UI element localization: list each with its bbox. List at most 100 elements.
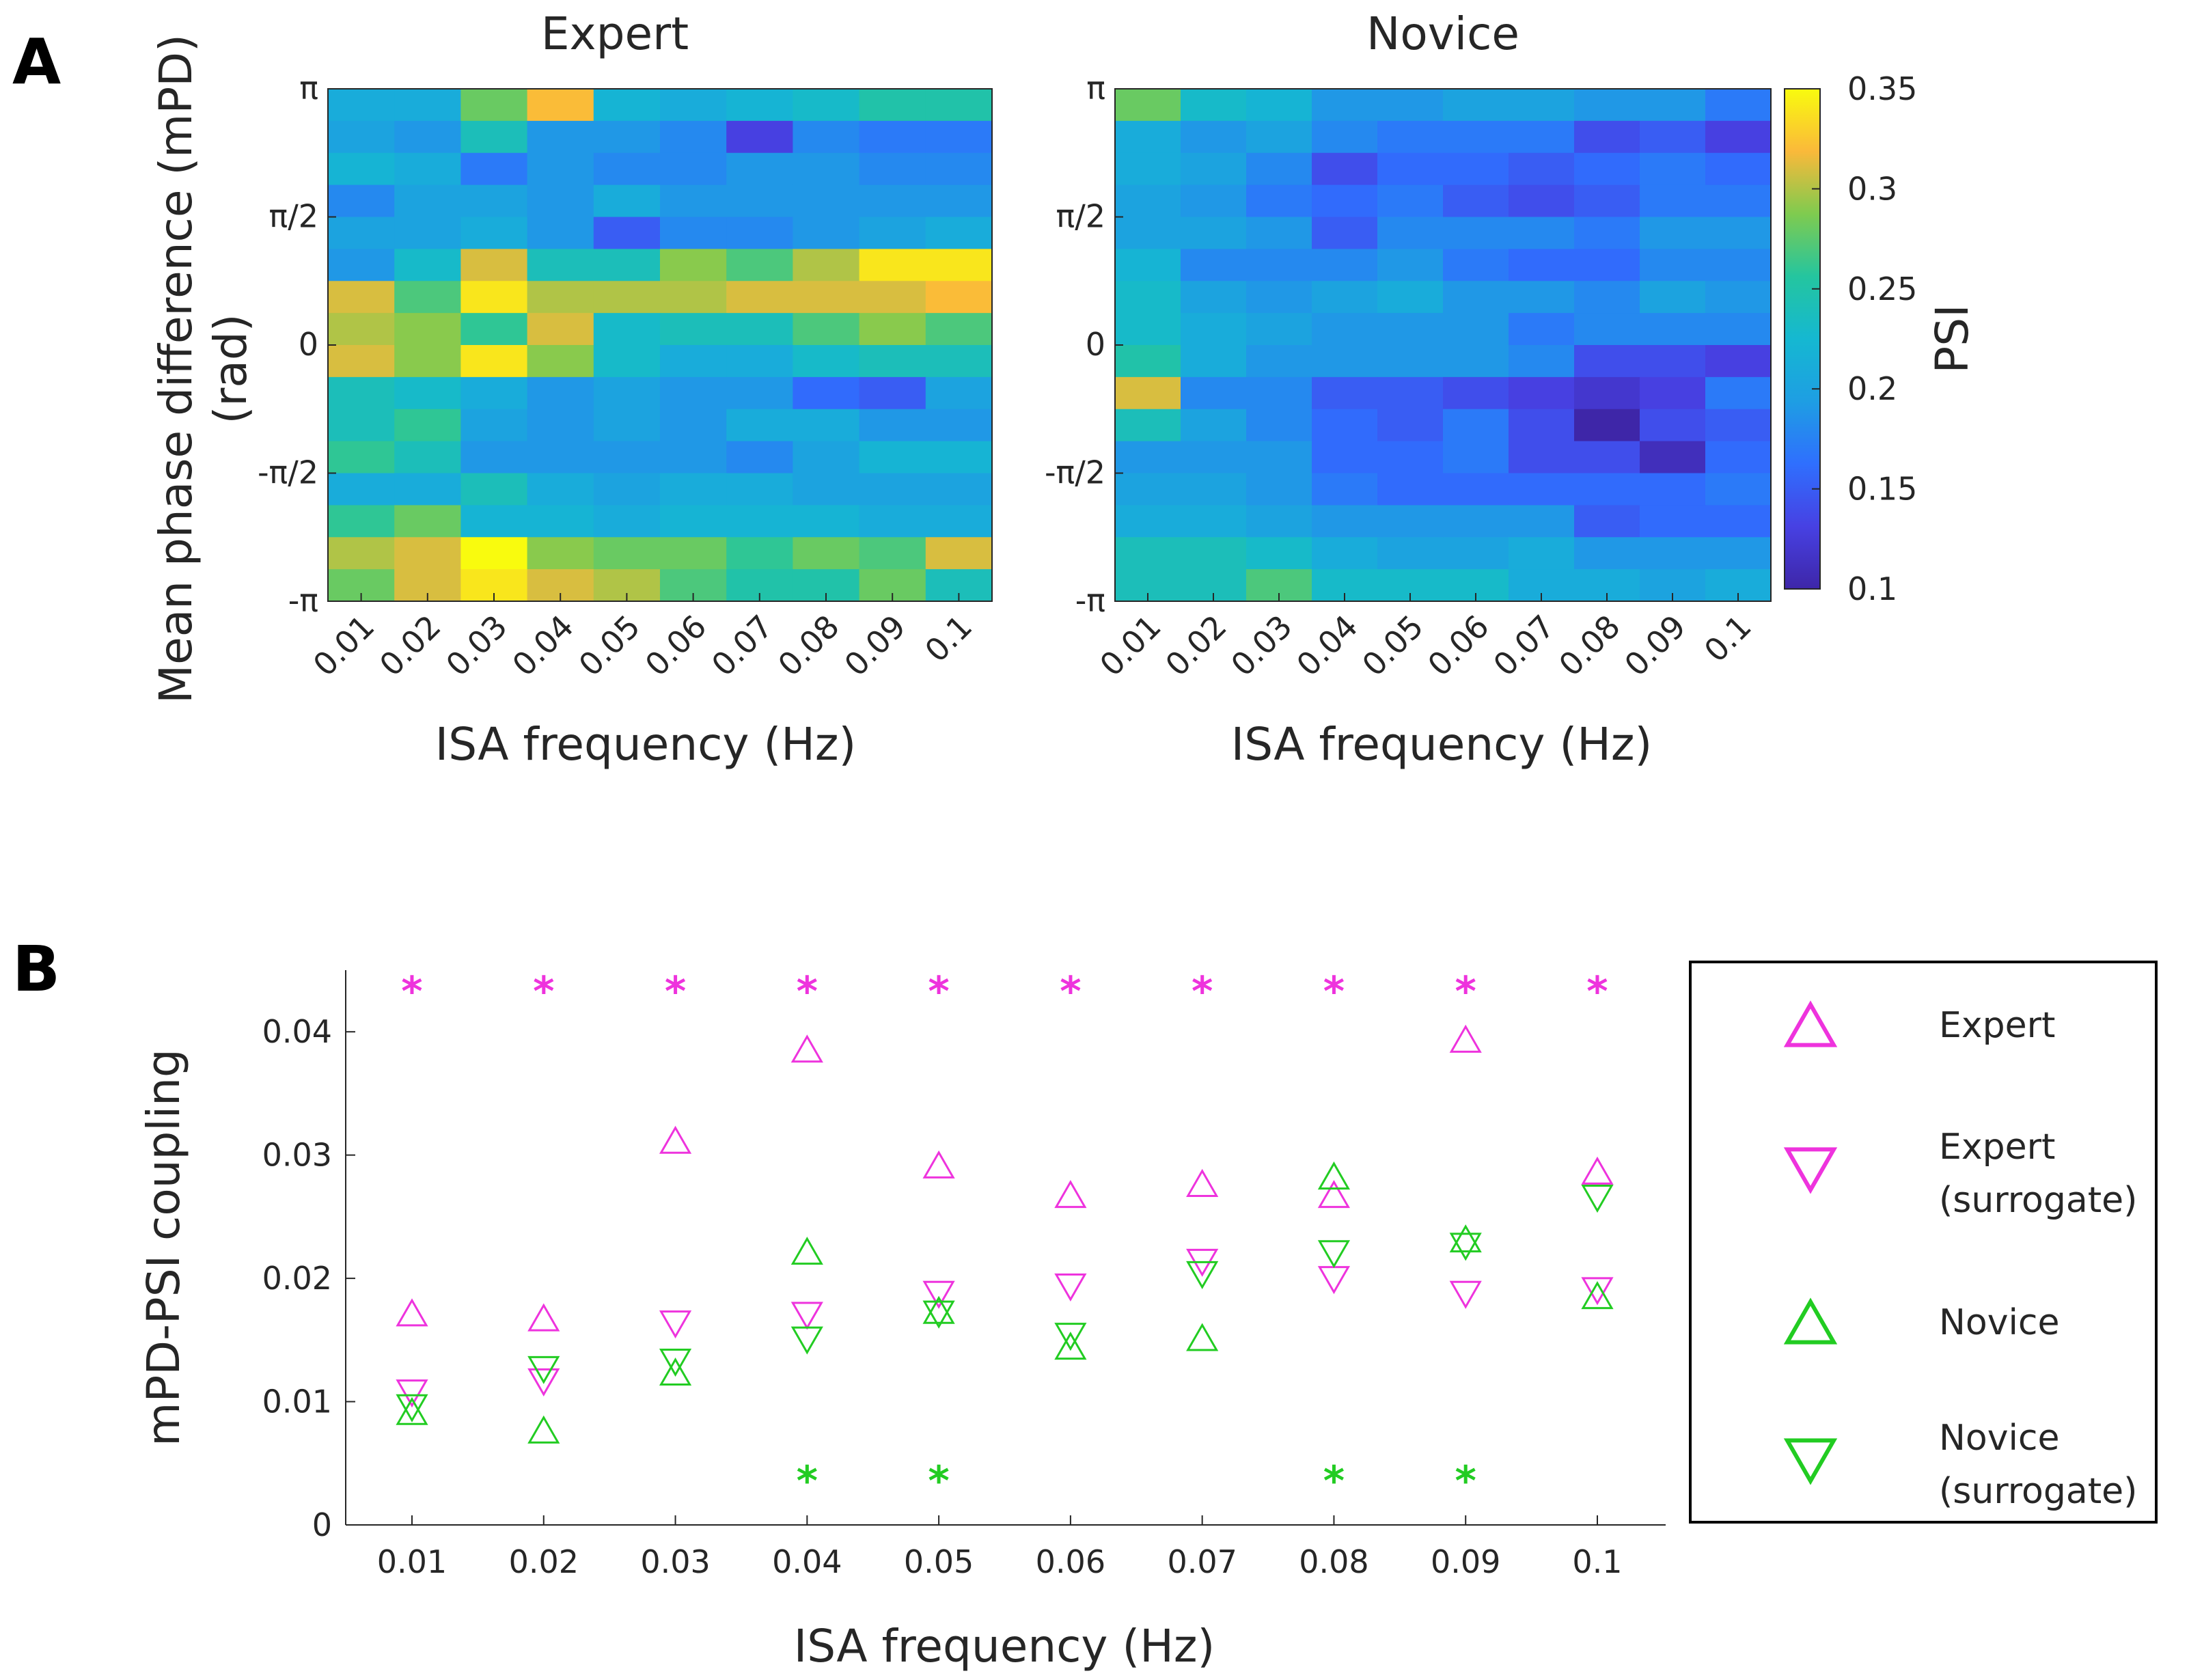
expert-heatmap-x-tick-label: 0.03 [439, 608, 514, 684]
novice-heatmap-cell [1115, 441, 1181, 474]
expert-heatmap-cell [460, 345, 528, 378]
scatter-point-series-0 [1186, 1168, 1219, 1197]
scatter-point-series-0 [1317, 1180, 1351, 1209]
novice-heatmap-cell [1509, 409, 1575, 442]
expert-heatmap-x-tick-label: 0.07 [704, 608, 780, 684]
novice-heatmap-x-tick-label: 0.06 [1420, 608, 1496, 684]
legend-label: Novice [1939, 1418, 2060, 1459]
novice-heatmap-cell [1377, 217, 1444, 249]
novice-heatmap: Novice ππ/20-π/2-π 0.010.020.030.040.050… [1045, 8, 1772, 771]
legend-marker [1783, 1147, 1838, 1194]
scatter-point-series-3 [922, 1300, 955, 1329]
expert-heatmap-cell [593, 281, 661, 314]
expert-heatmap-cell [660, 217, 727, 249]
expert-heatmap-cell [394, 184, 461, 218]
expert-heatmap-cell [328, 441, 395, 474]
expert-heatmap-cell [726, 473, 793, 506]
expert-heatmap-cell [328, 537, 395, 570]
expert-heatmap-cell [527, 505, 594, 538]
scatter-point-series-3 [1449, 1233, 1482, 1261]
novice-heatmap-cell [1574, 249, 1640, 281]
novice-heatmap-cell [1705, 249, 1772, 281]
expert-heatmap-cell [527, 184, 594, 218]
expert-heatmap-cell [925, 313, 993, 346]
novice-heatmap-cell [1509, 217, 1575, 249]
expert-heatmap-cell [793, 120, 860, 154]
legend-label: Expert [1939, 1127, 2055, 1168]
novice-heatmap-cell [1377, 89, 1444, 122]
expert-heatmap-cell [925, 281, 993, 314]
psi-colorbar: 0.1 0.15 0.2 0.25 0.3 0.35 PSI [1784, 70, 1979, 607]
novice-heatmap-cell [1246, 281, 1312, 314]
novice-heatmap-cell [1705, 313, 1772, 346]
novice-heatmap-y-tick-label: -π/2 [1045, 454, 1105, 491]
novice-heatmap-x-tick-label: 0.09 [1617, 608, 1693, 684]
scatter-point-series-0 [1449, 1024, 1482, 1053]
expert-significance-star: * [665, 967, 686, 1015]
expert-heatmap-cell [859, 345, 926, 378]
novice-heatmap-cell [1312, 217, 1378, 249]
expert-heatmap-cell [593, 409, 661, 442]
scatter-point-series-2 [1449, 1224, 1482, 1253]
expert-heatmap-cell [793, 345, 860, 378]
expert-heatmap-cell [925, 376, 993, 410]
expert-heatmap-cell [660, 89, 727, 122]
novice-significance-star: * [797, 1457, 818, 1505]
scatter-point-series-1 [922, 1280, 955, 1309]
novice-heatmap-cell [1640, 184, 1706, 218]
expert-significance-star: * [1192, 967, 1213, 1015]
expert-heatmap: Expert ππ/20-π/2-π 0.010.020.030.040.050… [150, 8, 993, 771]
expert-heatmap-cell [660, 345, 727, 378]
scatter-x-ticks: 0.01 0.02 0.03 0.04 0.05 0.06 0.07 0.08 0.09 0.1 [377, 1515, 1623, 1580]
novice-heatmap-cell [1181, 152, 1247, 186]
novice-heatmap-cell [1181, 441, 1247, 474]
novice-heatmap-cell [1509, 89, 1575, 122]
expert-heatmap-xlabel: ISA frequency (Hz) [435, 718, 857, 771]
colorbar-tick-label: 0.35 [1847, 70, 1917, 107]
novice-heatmap-cell [1115, 217, 1181, 249]
novice-heatmap-cell [1574, 89, 1640, 122]
novice-heatmap-cell [1705, 345, 1772, 378]
expert-heatmap-cell [460, 313, 528, 346]
novice-heatmap-cell [1705, 184, 1772, 218]
expert-heatmap-cell [859, 184, 926, 218]
novice-heatmap-cell [1246, 152, 1312, 186]
novice-heatmap-cell [1115, 409, 1181, 442]
novice-heatmap-cell [1377, 473, 1444, 506]
colorbar-ticks: 0.1 0.15 0.2 0.25 0.3 0.35 [1812, 70, 1917, 607]
expert-heatmap-cell [859, 152, 926, 186]
novice-heatmap-cell [1443, 89, 1509, 122]
colorbar-tick-label: 0.15 [1847, 471, 1917, 508]
expert-heatmap-cell [593, 441, 661, 474]
legend-marker [1783, 1438, 1838, 1485]
novice-heatmap-cell [1509, 345, 1575, 378]
novice-heatmap-cell [1246, 89, 1312, 122]
novice-heatmap-cell [1640, 505, 1706, 538]
expert-heatmap-cell [593, 505, 661, 538]
scatter-point-series-2 [527, 1415, 560, 1444]
expert-heatmap-cell [925, 441, 993, 474]
novice-heatmap-cell [1181, 409, 1247, 442]
novice-heatmap-x-tick-label: 0.03 [1224, 608, 1299, 684]
novice-heatmap-cell [1312, 409, 1378, 442]
colorbar-tick-label: 0.3 [1847, 170, 1897, 207]
expert-significance-star: * [533, 967, 554, 1015]
expert-heatmap-cell [925, 473, 993, 506]
scatter-x-tick-label: 0.04 [772, 1543, 842, 1580]
scatter-x-tick-label: 0.03 [640, 1543, 710, 1580]
expert-heatmap-cell [925, 409, 993, 442]
novice-heatmap-cell [1640, 345, 1706, 378]
novice-heatmap-cell [1640, 409, 1706, 442]
expert-significance-star: * [1323, 967, 1345, 1015]
expert-heatmap-cell [460, 152, 528, 186]
novice-heatmap-cell [1705, 505, 1772, 538]
novice-heatmap-x-tick-label: 0.07 [1486, 608, 1562, 684]
expert-heatmap-cell [726, 537, 793, 570]
novice-heatmap-cell [1377, 281, 1444, 314]
novice-heatmap-cell [1181, 537, 1247, 570]
expert-heatmap-cell [726, 505, 793, 538]
expert-heatmap-cell [527, 376, 594, 410]
expert-heatmap-x-tick-label: 0.08 [771, 608, 846, 684]
novice-heatmap-cell [1115, 89, 1181, 122]
scatter-point-series-2 [1054, 1332, 1087, 1360]
